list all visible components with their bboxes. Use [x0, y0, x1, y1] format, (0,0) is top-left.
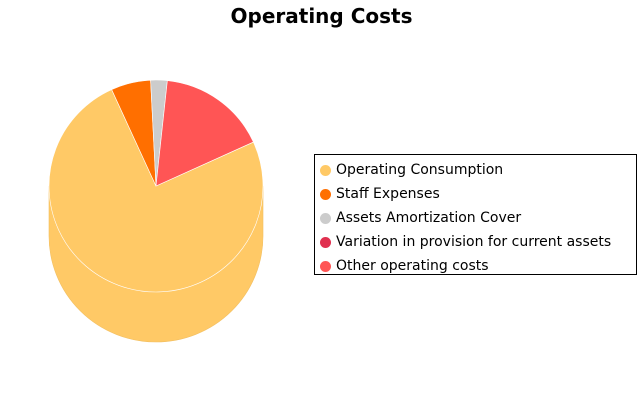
legend-swatch-icon — [320, 164, 331, 176]
legend-item: Staff Expenses — [315, 182, 636, 206]
legend-label: Assets Amortization Cover — [336, 210, 522, 226]
pie-slice-0 — [48, 89, 264, 293]
legend-label: Variation in provision for current asset… — [336, 234, 612, 250]
legend-item: Operating Consumption — [315, 158, 636, 182]
legend-swatch-icon — [320, 212, 331, 224]
legend-item: Other operating costs — [315, 254, 636, 278]
legend-item: Variation in provision for current asset… — [315, 230, 636, 254]
legend-item: Assets Amortization Cover — [315, 206, 636, 230]
legend-swatch-icon — [320, 260, 331, 272]
legend-swatch-icon — [320, 236, 331, 248]
legend-swatch-icon — [320, 188, 331, 200]
legend-label: Operating Consumption — [336, 162, 504, 178]
legend-label: Staff Expenses — [336, 186, 440, 202]
chart-legend: Operating Consumption Staff Expenses Asset… — [314, 154, 637, 275]
pie-slice-4 — [155, 80, 254, 187]
legend-label: Other operating costs — [336, 258, 489, 274]
chart-title: Operating Costs — [230, 4, 413, 28]
